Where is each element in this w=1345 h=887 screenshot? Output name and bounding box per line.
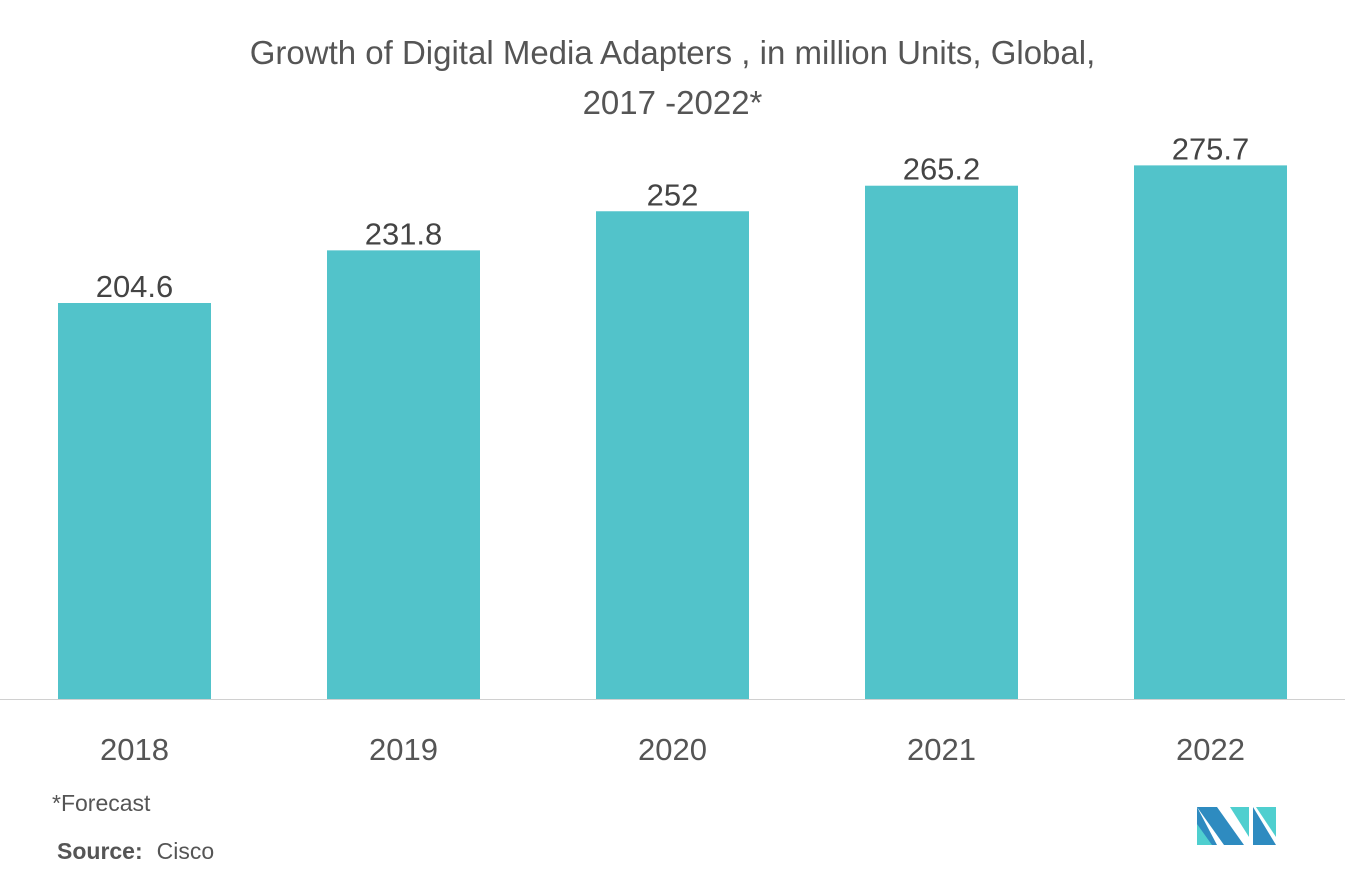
x-tick-label-2018: 2018 xyxy=(100,732,169,767)
chart-title-line-2: 2017 -2022* xyxy=(582,84,763,121)
source-value: Cisco xyxy=(156,838,215,864)
bar-2021 xyxy=(865,185,1018,700)
data-label-2021: 265.2 xyxy=(903,152,981,187)
data-label-2019: 231.8 xyxy=(365,216,443,251)
bar-2018 xyxy=(58,303,211,699)
logo-icon xyxy=(1197,807,1276,845)
chart-title-line-1: Growth of Digital Media Adapters , in mi… xyxy=(249,34,1096,71)
source-label: Source: xyxy=(57,838,143,864)
x-tick-label-2021: 2021 xyxy=(907,732,976,767)
source: Source: Cisco xyxy=(57,838,214,865)
data-label-2020: 252 xyxy=(647,177,699,212)
x-tick-label-2022: 2022 xyxy=(1176,732,1245,767)
data-label-2018: 204.6 xyxy=(96,269,174,304)
bar-2022 xyxy=(1134,165,1287,700)
bar-2019 xyxy=(327,250,480,699)
chart-title: Growth of Digital Media Adapters , in mi… xyxy=(0,28,1345,128)
x-tick-label-2019: 2019 xyxy=(369,732,438,767)
x-tick-label-2020: 2020 xyxy=(638,732,707,767)
footnote: *Forecast xyxy=(52,790,151,816)
data-label-2022: 275.7 xyxy=(1172,131,1250,166)
bar-2020 xyxy=(596,211,749,700)
